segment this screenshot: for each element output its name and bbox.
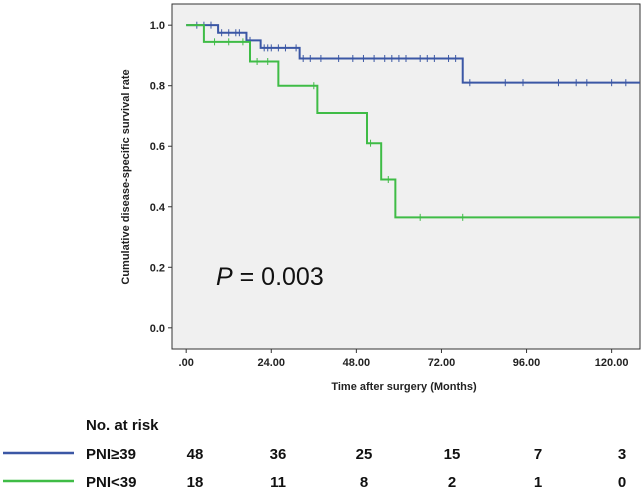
y-tick-label: 0.0 xyxy=(150,323,165,335)
risk-count: 18 xyxy=(187,474,204,490)
risk-table-title: No. at risk xyxy=(86,417,159,434)
y-tick-label: 0.2 xyxy=(150,262,165,274)
survival-curves xyxy=(186,21,640,221)
risk-count: 25 xyxy=(356,446,373,463)
risk-table: No. at risk PNI≥39 48 36 25 15 7 3 PNI<3… xyxy=(3,417,626,490)
p-value-italic: P xyxy=(216,263,233,291)
p-value-text: = 0.003 xyxy=(233,263,324,291)
x-axis-title: Time after surgery (Months) xyxy=(331,381,477,393)
risk-count: 11 xyxy=(270,474,286,490)
risk-row-label: PNI<39 xyxy=(86,474,136,490)
x-tick-label: 72.00 xyxy=(428,357,456,369)
series-pni-high xyxy=(186,21,640,87)
series-pni-low xyxy=(186,24,640,221)
risk-count: 36 xyxy=(270,446,287,463)
survival-line xyxy=(186,24,640,84)
y-axis: 0.0 0.2 0.4 0.6 0.8 1.0 xyxy=(150,20,172,335)
y-tick-label: 1.0 xyxy=(150,20,165,32)
x-tick-label: .00 xyxy=(179,357,194,369)
risk-count: 48 xyxy=(187,446,204,463)
risk-count: 8 xyxy=(360,474,368,490)
y-axis-title: Cumulative disease-specific survival rat… xyxy=(120,69,132,284)
y-tick-label: 0.6 xyxy=(150,141,165,153)
x-tick-label: 48.00 xyxy=(343,357,371,369)
risk-count: 15 xyxy=(444,446,461,463)
risk-count: 3 xyxy=(618,446,626,463)
x-tick-label: 24.00 xyxy=(258,357,286,369)
x-tick-label: 120.00 xyxy=(595,357,629,369)
risk-count: 2 xyxy=(448,474,456,490)
risk-count: 0 xyxy=(618,474,626,490)
x-tick-label: 96.00 xyxy=(513,357,541,369)
y-tick-label: 0.4 xyxy=(150,202,166,214)
risk-row-label: PNI≥39 xyxy=(86,446,136,463)
risk-count: 7 xyxy=(534,446,542,463)
risk-row-pni-high: PNI≥39 48 36 25 15 7 3 xyxy=(3,446,626,463)
p-value-annotation: P = 0.003 xyxy=(216,263,324,291)
y-tick-label: 0.8 xyxy=(150,81,165,93)
risk-count: 1 xyxy=(534,474,542,490)
risk-row-pni-low: PNI<39 18 11 8 2 1 0 xyxy=(3,474,626,490)
x-axis: .00 24.00 48.00 72.00 96.00 120.00 xyxy=(179,349,629,369)
